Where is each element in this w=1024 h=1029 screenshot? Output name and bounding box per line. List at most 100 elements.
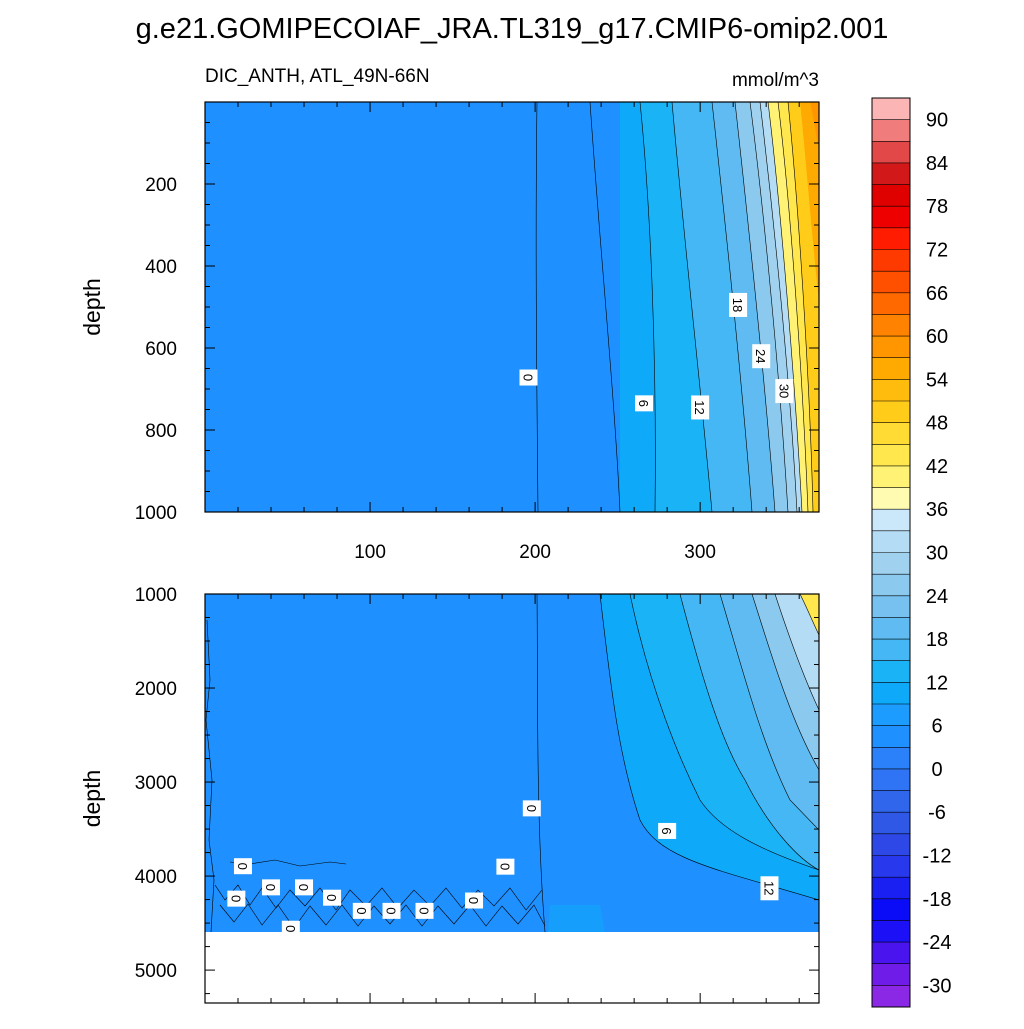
contour-label-text: 0 (354, 907, 369, 914)
contour-label-text: 24 (753, 349, 768, 363)
colorbar-swatch (872, 227, 910, 250)
colorbar-swatch (872, 98, 910, 120)
colorbar-tick-label: 0 (931, 759, 942, 781)
contour-label-bg (323, 889, 342, 906)
xtick-label: 100 (354, 542, 386, 563)
colorbar-tick-label: -6 (928, 802, 946, 824)
colorbar-swatch (872, 660, 910, 683)
contour-label-bg (519, 369, 538, 386)
colorbar-swatch (872, 379, 910, 402)
colorbar-swatch (872, 725, 910, 748)
contour-label: 6 (635, 395, 654, 412)
lower-contour-line (799, 594, 819, 636)
lower-ytick-label: 1000 (135, 585, 177, 606)
colorbar-swatch (872, 206, 910, 229)
colorbar-tick-label: 72 (926, 240, 948, 262)
colorbar-tick-label: 66 (926, 283, 948, 305)
colorbar-swatch (872, 530, 910, 553)
contour-label-text: 0 (417, 907, 432, 914)
upper-ytick-label: 1000 (135, 503, 177, 524)
contour-label-bg (382, 902, 401, 919)
contour-label-text: 0 (283, 925, 298, 932)
colorbar-swatch (872, 595, 910, 618)
contour-label: 0 (496, 858, 515, 875)
contour-label-bg (227, 890, 246, 907)
contour-label-bg (658, 822, 677, 839)
contour-label-text: 12 (761, 881, 776, 895)
contour-label-text: 0 (466, 897, 481, 904)
colorbar-swatch (872, 314, 910, 337)
colorbar-swatch (872, 920, 910, 943)
colorbar-swatch (872, 812, 910, 835)
upper-band-48 (800, 102, 819, 300)
colorbar-swatch (872, 574, 910, 597)
lower-ytick-label: 5000 (135, 961, 177, 982)
contour-label-text: 0 (524, 805, 539, 812)
upper-contour-line (787, 102, 814, 512)
contour-label: 0 (415, 902, 434, 919)
colorbar-tick-label: -18 (923, 889, 952, 911)
colorbar-swatch (872, 509, 910, 532)
contour-label-text: 18 (730, 298, 745, 312)
contour-label-text: 0 (296, 884, 311, 891)
colorbar-swatch (872, 682, 910, 705)
lower-contour-line (751, 594, 819, 771)
colorbar-tick-label: -24 (923, 932, 952, 954)
colorbar-swatch (872, 704, 910, 726)
contour-label: 0 (382, 902, 401, 919)
contour-label-bg (295, 879, 314, 896)
lower-contour-line (719, 594, 819, 831)
contour-label: 0 (227, 890, 246, 907)
contour-label-bg (465, 892, 484, 909)
upper-band-54 (810, 102, 819, 150)
colorbar-swatch (872, 184, 910, 207)
xtick-label: 200 (519, 542, 551, 563)
colorbar-tick-label: 54 (926, 369, 948, 391)
colorbar-swatch (872, 617, 910, 640)
colorbar-swatch (872, 465, 910, 488)
contour-label-bg (281, 920, 300, 937)
colorbar-swatch (872, 292, 910, 315)
lower-contour-line (536, 594, 546, 933)
upper-contour-line (767, 102, 803, 512)
contour-label: 6 (658, 822, 677, 839)
colorbar-tick-label: 48 (926, 413, 948, 435)
colorbar-tick-label: 42 (926, 456, 948, 478)
contour-label-bg (522, 800, 541, 817)
colorbar-swatch (872, 639, 910, 662)
lower-panel-frame (204, 593, 820, 1004)
variable-label: DIC_ANTH, ATL_49N-66N (205, 66, 430, 87)
colorbar-swatch (872, 357, 910, 380)
chart-title: g.e21.GOMIPECOIAF_JRA.TL319_g17.CMIP6-om… (136, 13, 889, 45)
contour-label: 0 (233, 858, 252, 875)
colorbar-tick-label: 18 (926, 629, 948, 651)
colorbar-tick-label: 24 (926, 586, 948, 608)
lower-contour-lines (205, 594, 819, 933)
contour-label: 0 (352, 902, 371, 919)
contour-label-bg (496, 858, 515, 875)
colorbar-swatch (872, 855, 910, 878)
contour-label-text: 30 (776, 384, 791, 398)
lower-ytick-label: 4000 (135, 867, 177, 888)
contour-label-bg (752, 344, 771, 369)
colorbar-swatch (872, 833, 910, 856)
lower-band-21 (775, 594, 819, 710)
colorbar-swatch (872, 401, 910, 423)
upper-ytick-label: 800 (145, 421, 177, 442)
contour-label: 18 (729, 292, 748, 317)
colorbar-swatch (872, 162, 910, 185)
contour-label-bg (691, 395, 710, 420)
upper-ytick-label: 600 (145, 339, 177, 360)
upper-ylabel: depth (79, 278, 105, 336)
lower-contour-line (205, 619, 215, 933)
colorbar-swatch (872, 877, 910, 900)
colorbar-tick-label: 36 (926, 499, 948, 521)
upper-panel-field (205, 102, 819, 512)
contour-label: 0 (295, 879, 314, 896)
colorbar-swatch (872, 898, 910, 921)
colorbar-swatch (872, 336, 910, 359)
colorbar-tick-label: -30 (923, 975, 952, 997)
contour-label: 0 (281, 920, 300, 937)
